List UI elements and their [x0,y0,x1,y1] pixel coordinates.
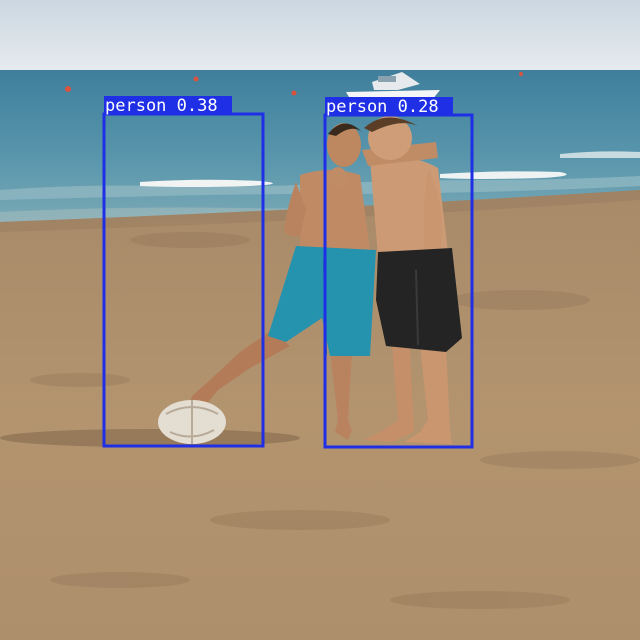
buoy [291,90,297,96]
detection-2: person 0.28 [323,97,474,449]
buoy [519,72,523,76]
sky [0,0,640,72]
label-background [325,97,453,116]
detection-1: person 0.38 [102,96,265,448]
boy-left [188,123,376,440]
sand-texture [30,232,640,609]
buoy [65,86,71,92]
buoy [193,76,199,82]
ball [158,400,226,444]
shadow [0,429,300,447]
label-background [104,96,232,115]
detection-label: person 0.28 [326,97,439,117]
sand [0,190,640,640]
detections-layer: person 0.38 person 0.28 [102,96,474,449]
boy-right [362,116,462,444]
detection-label: person 0.38 [105,96,218,116]
